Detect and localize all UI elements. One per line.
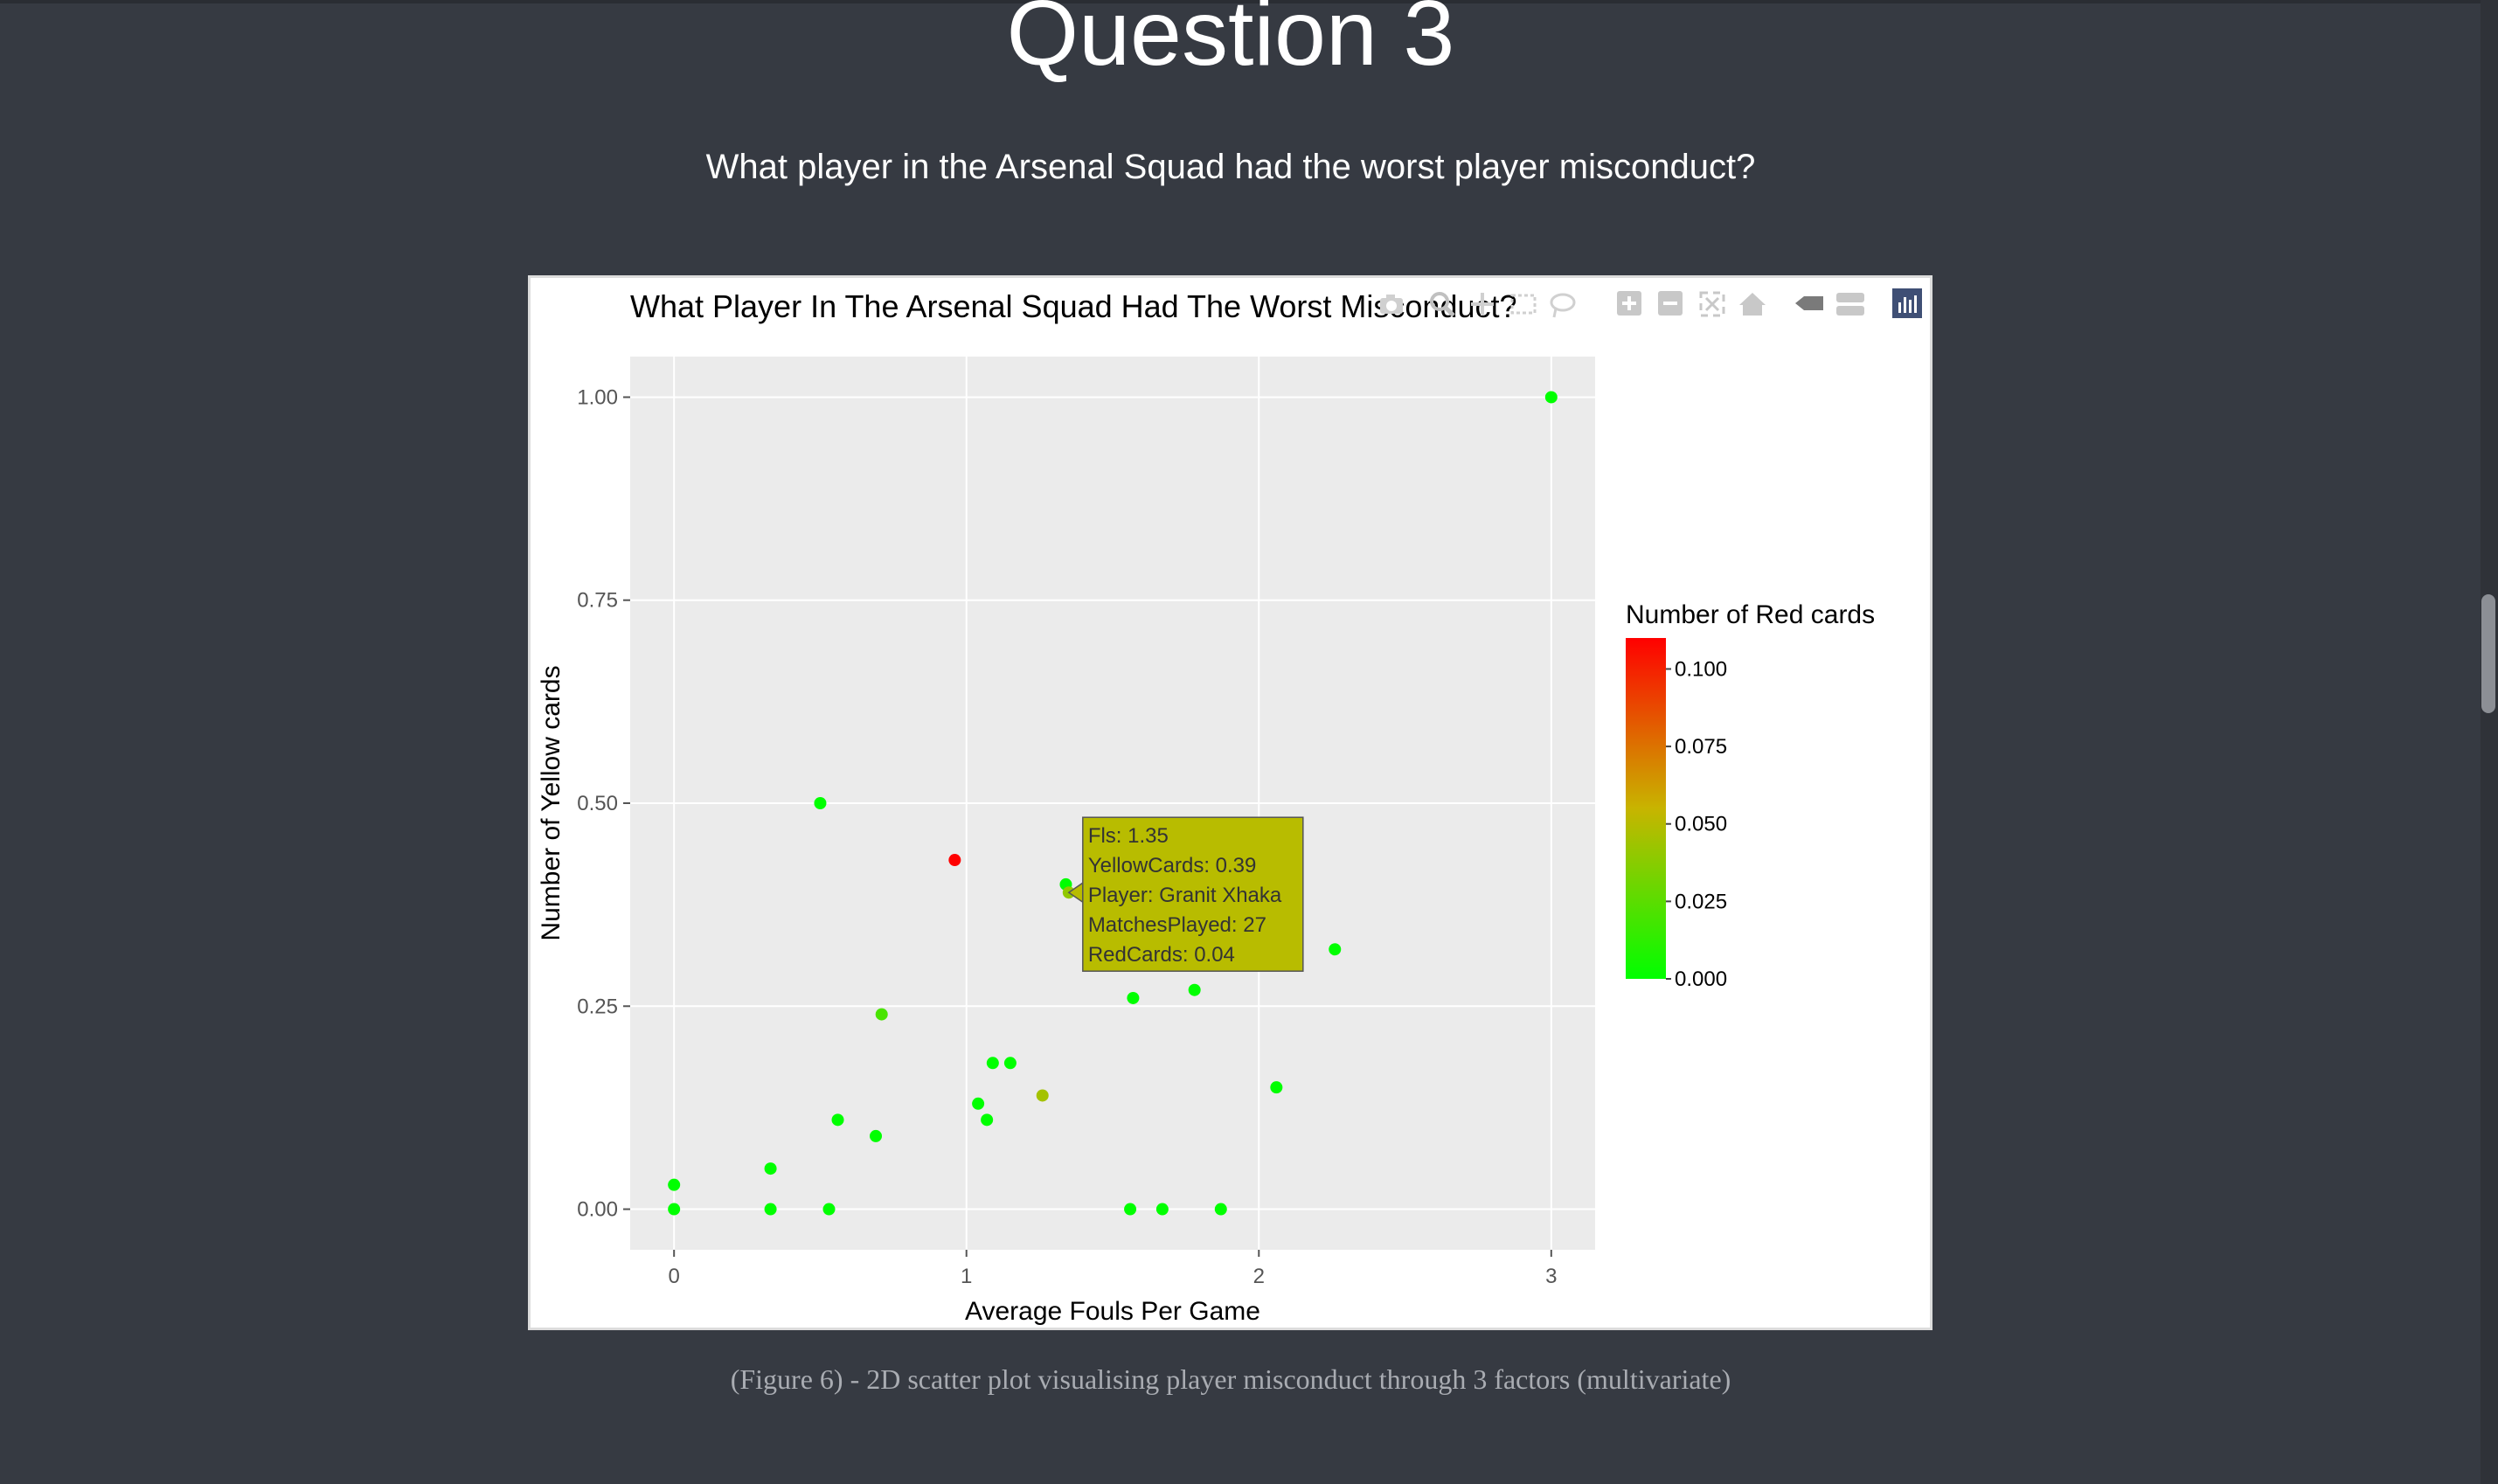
- box-select-icon[interactable]: [1510, 294, 1537, 315]
- tooltip-line: MatchesPlayed: 27: [1088, 913, 1266, 937]
- tooltip-box: [1082, 816, 1304, 972]
- spike-lines-icon[interactable]: [1795, 296, 1823, 310]
- plotly-logo-icon[interactable]: [1892, 288, 1922, 318]
- data-point[interactable]: [1036, 1089, 1049, 1102]
- colorbar-tick-label: 0.075: [1675, 735, 1727, 759]
- camera-icon[interactable]: [1380, 295, 1403, 314]
- data-point[interactable]: [1127, 991, 1140, 1004]
- tooltip-line: Fls: 1.35: [1088, 824, 1169, 848]
- tooltip-line: RedCards: 0.04: [1088, 943, 1235, 967]
- data-point[interactable]: [668, 1178, 681, 1191]
- data-point[interactable]: [822, 1203, 836, 1216]
- question-text: What player in the Arsenal Squad had the…: [705, 148, 1756, 186]
- data-point[interactable]: [814, 797, 827, 809]
- modebar: [1380, 288, 1922, 318]
- data-point[interactable]: [1003, 1057, 1017, 1070]
- colorbar-title: Number of Red cards: [1626, 600, 1875, 629]
- colorbar-tick-label: 0.000: [1675, 967, 1727, 991]
- pan-icon[interactable]: [1471, 293, 1494, 316]
- data-point[interactable]: [972, 1097, 985, 1110]
- zoom-in-icon[interactable]: [1617, 291, 1641, 316]
- y-tick-label: 0.50: [577, 792, 618, 815]
- reset-axes-icon[interactable]: [1739, 293, 1766, 316]
- tooltip-line: YellowCards: 0.39: [1088, 854, 1257, 877]
- x-axis-title: Average Fouls Per Game: [965, 1297, 1260, 1326]
- autoscale-icon[interactable]: [1699, 291, 1725, 317]
- zoom-icon[interactable]: [1430, 292, 1455, 317]
- data-point[interactable]: [1270, 1081, 1283, 1094]
- data-point[interactable]: [764, 1162, 777, 1175]
- data-point[interactable]: [1155, 1203, 1169, 1216]
- y-tick-label: 0.00: [577, 1198, 618, 1222]
- scrollbar-track[interactable]: [2481, 0, 2498, 1484]
- data-point[interactable]: [870, 1129, 883, 1142]
- y-axis-title: Number of Yellow cards: [537, 665, 566, 940]
- tooltip-line: Player: Granit Xhaka: [1088, 884, 1282, 907]
- data-point[interactable]: [1544, 391, 1558, 404]
- data-point[interactable]: [1188, 983, 1201, 996]
- data-point[interactable]: [986, 1057, 999, 1070]
- scatter-chart[interactable]: 0 1 2 3 0.00 0.25 0.50 0.75 1.00 Fls: 1.35 Yellow…: [531, 278, 1930, 1328]
- data-point[interactable]: [764, 1203, 777, 1216]
- hover-tooltip: Fls: 1.35 YellowCards: 0.39 Player: Granit…: [1067, 816, 1304, 972]
- lasso-icon[interactable]: [1550, 293, 1576, 318]
- slide-title: Question 3: [1006, 0, 1455, 85]
- top-border: [0, 0, 2498, 3]
- colorbar-tick-label: 0.100: [1675, 657, 1727, 681]
- zoom-out-icon[interactable]: [1658, 291, 1683, 316]
- colorbar-tick-label: 0.025: [1675, 890, 1727, 913]
- colorbar: [1626, 638, 1666, 979]
- y-tick-label: 1.00: [577, 385, 618, 409]
- chart-title: What Player In The Arsenal Squad Had The…: [630, 288, 1517, 324]
- data-point[interactable]: [948, 854, 961, 867]
- scrollbar-thumb[interactable]: [2481, 594, 2495, 713]
- x-tick-label: 3: [1545, 1265, 1557, 1288]
- data-point[interactable]: [1329, 943, 1342, 956]
- data-point[interactable]: [668, 1203, 681, 1216]
- data-point[interactable]: [875, 1008, 888, 1021]
- colorbar-tick-label: 0.050: [1675, 813, 1727, 836]
- x-tick-label: 2: [1253, 1265, 1265, 1288]
- x-tick-label: 1: [961, 1265, 972, 1288]
- data-point[interactable]: [1214, 1203, 1227, 1216]
- y-tick-label: 0.25: [577, 995, 618, 1018]
- y-tick-label: 0.75: [577, 589, 618, 613]
- data-point[interactable]: [1124, 1203, 1137, 1216]
- x-tick-label: 0: [669, 1265, 680, 1288]
- plotly-figure: 0 1 2 3 0.00 0.25 0.50 0.75 1.00 Fls: 1.35 Yellow…: [528, 275, 1932, 1330]
- compare-data-icon[interactable]: [1836, 293, 1864, 316]
- data-point[interactable]: [981, 1113, 994, 1127]
- figure-caption: (Figure 6) - 2D scatter plot visualising…: [730, 1363, 1731, 1395]
- data-point[interactable]: [831, 1113, 844, 1127]
